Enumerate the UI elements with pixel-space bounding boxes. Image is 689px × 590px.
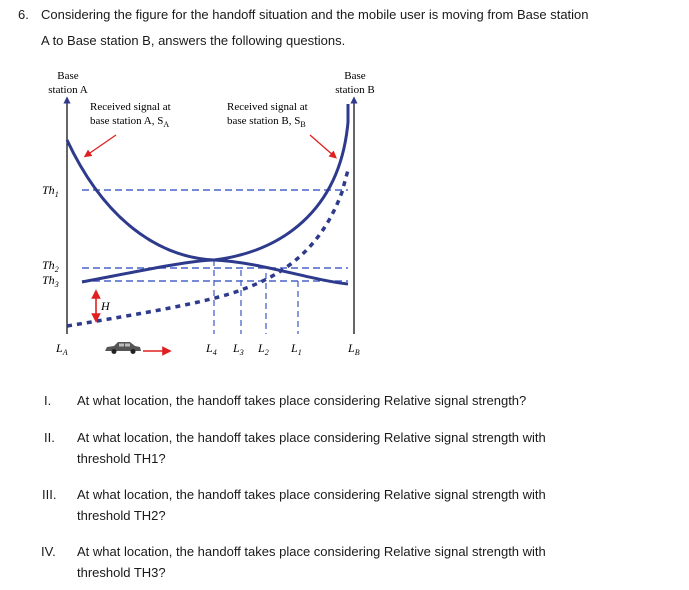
location-l3-label: L3 [232, 341, 244, 357]
location-lb-label: LB [347, 341, 360, 357]
sub-question-3-numeral: III. [42, 487, 57, 502]
sub-question-3-line-2: threshold TH2? [77, 508, 166, 523]
base-station-a-label-line1: Base [57, 70, 79, 82]
location-l1-label: L1 [290, 341, 302, 357]
sub-question-2-line-1: At what location, the handoff takes plac… [77, 430, 546, 445]
signal-a-curve [65, 139, 349, 286]
sub-question-1-line-1: At what location, the handoff takes plac… [77, 393, 527, 408]
handoff-figure: Base station A Base station B Received s… [42, 70, 375, 357]
threshold-th2-label: Th2 [42, 258, 59, 274]
sub-question-2-text: At what location, the handoff takes plac… [77, 427, 617, 469]
sub-question-3-text: At what location, the handoff takes plac… [77, 484, 617, 526]
location-la-label: LA [55, 341, 68, 357]
location-l2-label: L2 [257, 341, 269, 357]
base-station-a-label-line2: station A [48, 84, 87, 96]
question-text-line-2: A to Base station B, answers the followi… [41, 33, 346, 48]
signal-b-label-line1: Received signal at [227, 101, 308, 113]
location-l4-label: L4 [205, 341, 217, 357]
signal-b-pointer-arrow [309, 134, 337, 159]
question-text-line-1: Considering the figure for the handoff s… [41, 7, 589, 22]
question-number: 6. [18, 7, 29, 22]
sub-question-4-line-1: At what location, the handoff takes plac… [77, 544, 546, 559]
sub-question-4-line-2: threshold TH3? [77, 565, 166, 580]
sub-question-2-numeral: II. [44, 430, 55, 445]
base-station-b-label-line2: station B [335, 84, 374, 96]
sub-question-1-text: At what location, the handoff takes plac… [77, 390, 617, 411]
signal-a-label-line1: Received signal at [90, 101, 171, 113]
signal-a-pointer-arrow [83, 134, 117, 158]
hysteresis-label: H [100, 299, 111, 313]
sub-question-4-numeral: IV. [41, 544, 56, 559]
base-station-b-label-line1: Base [344, 70, 366, 82]
signal-a-label-line2: base station A, SA [90, 115, 169, 129]
car-icon [105, 342, 141, 354]
sub-question-3-line-1: At what location, the handoff takes plac… [77, 487, 546, 502]
sub-question-2-line-2: threshold TH1? [77, 451, 166, 466]
signal-b-curve [81, 104, 350, 284]
threshold-th1-label: Th1 [42, 183, 59, 199]
signal-b-label-line2: base station B, SB [227, 115, 306, 129]
sub-question-1-numeral: I. [44, 393, 52, 408]
threshold-th3-label: Th3 [42, 273, 59, 289]
sub-question-4-text: At what location, the handoff takes plac… [77, 541, 617, 583]
